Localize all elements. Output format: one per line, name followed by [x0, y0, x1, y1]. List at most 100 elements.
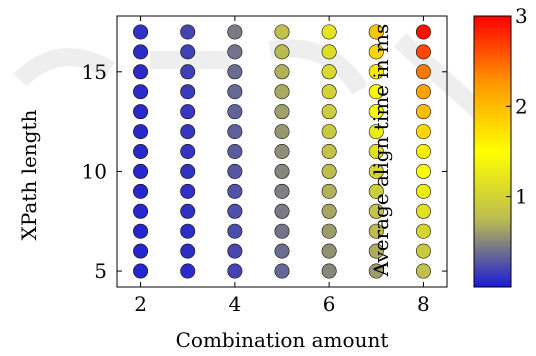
y-tick-label: 5 — [94, 259, 107, 283]
scatter-point — [133, 183, 149, 199]
scatter-point — [133, 124, 149, 140]
scatter-point — [415, 203, 431, 219]
scatter-point — [274, 124, 290, 140]
scatter-point — [133, 243, 149, 259]
scatter-point — [180, 44, 196, 60]
scatter-point — [133, 104, 149, 120]
x-tick-label: 8 — [417, 292, 430, 316]
scatter-point — [321, 104, 337, 120]
scatter-point — [321, 163, 337, 179]
x-axis-label: Combination amount — [176, 328, 389, 352]
x-axis-ticks: 2 4 6 8 — [134, 16, 430, 316]
scatter-point — [133, 163, 149, 179]
scatter-point — [368, 44, 384, 60]
scatter-point — [227, 203, 243, 219]
colorbar-ticks: 1 2 3 — [506, 4, 528, 209]
scatter-point — [368, 163, 384, 179]
scatter-point — [133, 203, 149, 219]
scatter-point — [227, 44, 243, 60]
scatter-point — [415, 163, 431, 179]
scatter-point — [274, 223, 290, 239]
scatter-point — [133, 44, 149, 60]
scatter-point — [133, 24, 149, 40]
scatter-point — [368, 243, 384, 259]
scatter-point — [368, 124, 384, 140]
scatter-point — [274, 144, 290, 160]
scatter-point — [321, 124, 337, 140]
scatter-point — [321, 183, 337, 199]
scatter-point — [180, 183, 196, 199]
scatter-point — [227, 124, 243, 140]
scatter-point — [368, 84, 384, 100]
scatter-point — [133, 263, 149, 279]
scatter-point — [180, 203, 196, 219]
scatter-point — [274, 183, 290, 199]
scatter-point — [227, 64, 243, 80]
scatter-point — [180, 24, 196, 40]
scatter-point — [227, 223, 243, 239]
scatter-point — [368, 183, 384, 199]
scatter-point — [227, 163, 243, 179]
scatter-point — [133, 144, 149, 160]
scatter-point — [133, 223, 149, 239]
scatter-point — [415, 183, 431, 199]
scatter-point — [321, 223, 337, 239]
scatter-point — [274, 64, 290, 80]
scatter-point — [274, 243, 290, 259]
scatter-point — [274, 44, 290, 60]
scatter-point — [133, 64, 149, 80]
scatter-point — [180, 84, 196, 100]
x-tick-label: 2 — [134, 292, 147, 316]
scatter-point — [227, 84, 243, 100]
scatter-point — [227, 104, 243, 120]
plot-frame — [116, 15, 448, 288]
scatter-point — [321, 44, 337, 60]
scatter-point — [180, 104, 196, 120]
x-tick-label: 4 — [228, 292, 241, 316]
scatter-point — [180, 243, 196, 259]
scatter-point — [180, 64, 196, 80]
scatter-point — [368, 144, 384, 160]
scatter-point — [368, 64, 384, 80]
scatter-point — [368, 104, 384, 120]
scatter-point — [274, 263, 290, 279]
scatter-point — [274, 104, 290, 120]
scatter-point — [321, 64, 337, 80]
scatter-point — [274, 24, 290, 40]
scatter-point — [274, 203, 290, 219]
scatter-point — [368, 24, 384, 40]
scatter-point — [415, 243, 431, 259]
colorbar-label: Average align time in ms — [369, 24, 393, 277]
scatter-point — [180, 163, 196, 179]
scatter-point — [180, 144, 196, 160]
scatter-point — [415, 223, 431, 239]
colorbar — [473, 15, 512, 288]
y-tick-label: 15 — [82, 60, 107, 84]
colorbar-tick-label: 2 — [515, 94, 528, 118]
y-tick-label: 10 — [82, 159, 107, 183]
scatter-markers — [133, 24, 431, 279]
scatter-point — [321, 263, 337, 279]
scatter-point — [227, 243, 243, 259]
y-axis-ticks: 5 10 15 — [82, 60, 447, 283]
scatter-point — [415, 104, 431, 120]
colorbar-tick-label: 1 — [515, 185, 528, 209]
scatter-point — [415, 84, 431, 100]
scatter-point — [415, 263, 431, 279]
x-tick-label: 6 — [323, 292, 336, 316]
scatter-point — [368, 223, 384, 239]
scatter-point — [321, 144, 337, 160]
scatter-point — [227, 183, 243, 199]
scatter-point — [321, 243, 337, 259]
scatter-point — [227, 24, 243, 40]
scatter-point — [321, 203, 337, 219]
scatter-point — [274, 163, 290, 179]
scatter-point — [227, 144, 243, 160]
scatter-point — [415, 64, 431, 80]
scatter-point — [321, 24, 337, 40]
scatter-point — [415, 44, 431, 60]
scatter-point — [368, 203, 384, 219]
scatter-point — [321, 84, 337, 100]
scatter-point — [368, 263, 384, 279]
